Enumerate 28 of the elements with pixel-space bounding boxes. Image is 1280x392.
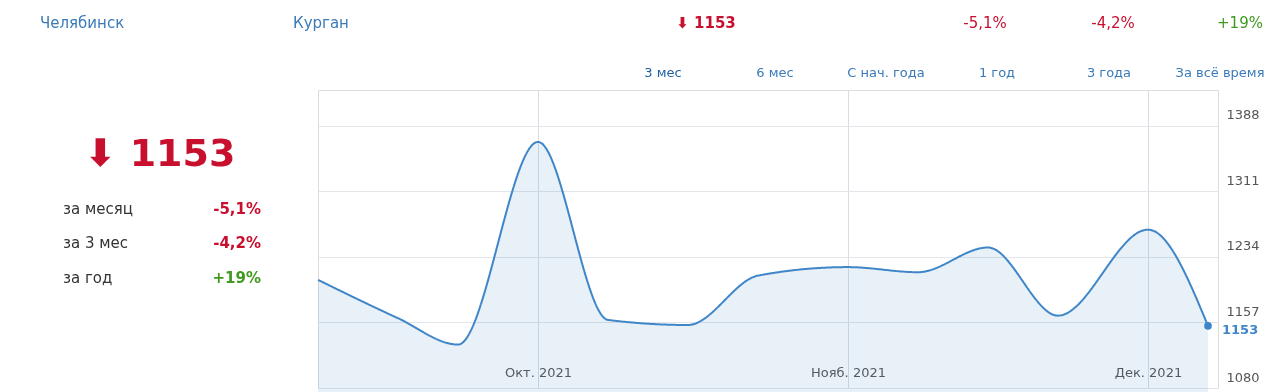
- text: за месяц: [63, 200, 133, 218]
- text: за год: [63, 269, 113, 287]
- text: за 3 мес: [63, 234, 129, 252]
- text: 3 мес: [644, 65, 682, 80]
- text: -4,2%: [213, 234, 261, 252]
- text: -4,2%: [1091, 14, 1135, 32]
- text: За всё время: [1175, 65, 1265, 80]
- text: 6 мес: [756, 65, 794, 80]
- x-tick-label: Нояб. 2021: [811, 364, 886, 380]
- text: +19%: [212, 269, 261, 287]
- y-tick-label: 1080: [1226, 369, 1260, 385]
- text: С нач. года: [847, 65, 925, 80]
- text: -5,1%: [963, 14, 1007, 32]
- text: Курган: [293, 14, 349, 32]
- text: 1 год: [978, 65, 1016, 80]
- y-tick-label: 1388: [1226, 107, 1260, 123]
- text: Челябинск: [40, 14, 125, 32]
- text: 3 года: [1086, 65, 1132, 80]
- x-tick-label: Дек. 2021: [1114, 364, 1183, 380]
- text: +19%: [1217, 14, 1263, 32]
- y-tick-label: 1311: [1226, 172, 1260, 188]
- y-tick-label: 1157: [1226, 303, 1260, 319]
- text: -5,1%: [213, 200, 261, 218]
- y-tick-label: 1234: [1226, 238, 1260, 254]
- data-label: 1153: [1222, 321, 1259, 337]
- text: ⬇ 1153: [676, 14, 736, 32]
- text: ⬇ 1153: [84, 131, 236, 175]
- x-tick-label: Окт. 2021: [504, 364, 573, 380]
